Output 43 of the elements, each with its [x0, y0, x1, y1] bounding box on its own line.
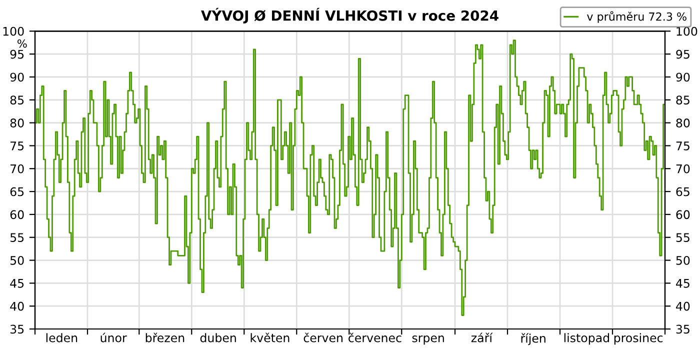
x-tick-label: květen — [250, 332, 290, 342]
y2-tick-label: 100 — [676, 26, 698, 36]
x-tick-label: březen — [146, 332, 184, 342]
y2-tick-label: 85 — [676, 96, 690, 105]
y2-tick-label: 45 — [676, 279, 690, 288]
y2-tick-label: 50 — [676, 256, 690, 265]
x-tick-label: prosinec — [614, 333, 663, 345]
x-tick-label: říjen — [521, 333, 546, 346]
y-tick-label: 50 — [10, 256, 24, 265]
y-tick-label: 45 — [10, 279, 24, 288]
y-tick-label: 70 — [10, 164, 24, 174]
y-axis-title: % — [17, 39, 27, 48]
y2-tick-label: 60 — [676, 210, 690, 220]
y2-tick-label: 55 — [676, 233, 690, 242]
x-tick-label: červenec — [348, 332, 402, 342]
y-tick-label: 60 — [10, 210, 24, 220]
chart-title: VÝVOJ Ø DENNÍ VLHKOSTI v roce 2024 — [201, 8, 498, 24]
y-tick-label: 35 — [10, 324, 24, 334]
y-tick-label: 55 — [10, 233, 24, 242]
x-tick-label: listopad — [564, 333, 609, 345]
y2-tick-label: 40 — [676, 302, 690, 311]
x-tick-label: září — [471, 332, 493, 342]
y-tick-label: 65 — [10, 187, 24, 196]
y-tick-label: 75 — [10, 142, 24, 150]
y-tick-label: 95 — [10, 50, 24, 59]
y2-tick-label: 80 — [676, 118, 690, 128]
x-tick-label: duben — [200, 333, 236, 342]
legend-label: v průměru 72.3 % — [586, 11, 686, 23]
y-tick-label: 40 — [10, 302, 24, 311]
y2-tick-label: 65 — [676, 187, 690, 196]
x-tick-label: srpen — [412, 336, 444, 345]
x-tick-label: únor — [100, 332, 127, 342]
y2-tick-label: 35 — [676, 324, 690, 334]
y2-tick-label: 90 — [676, 72, 690, 82]
y-tick-label: 80 — [10, 118, 24, 128]
y-tick-label: 90 — [10, 72, 24, 82]
x-tick-label: leden — [46, 333, 78, 342]
y2-tick-label: 70 — [676, 164, 690, 174]
y-tick-label: 85 — [10, 96, 24, 105]
x-tick-label: červen — [304, 332, 342, 342]
y-tick-label: 100 — [3, 26, 24, 36]
y2-tick-label: 75 — [676, 142, 690, 150]
y2-tick-label: 95 — [676, 50, 690, 59]
